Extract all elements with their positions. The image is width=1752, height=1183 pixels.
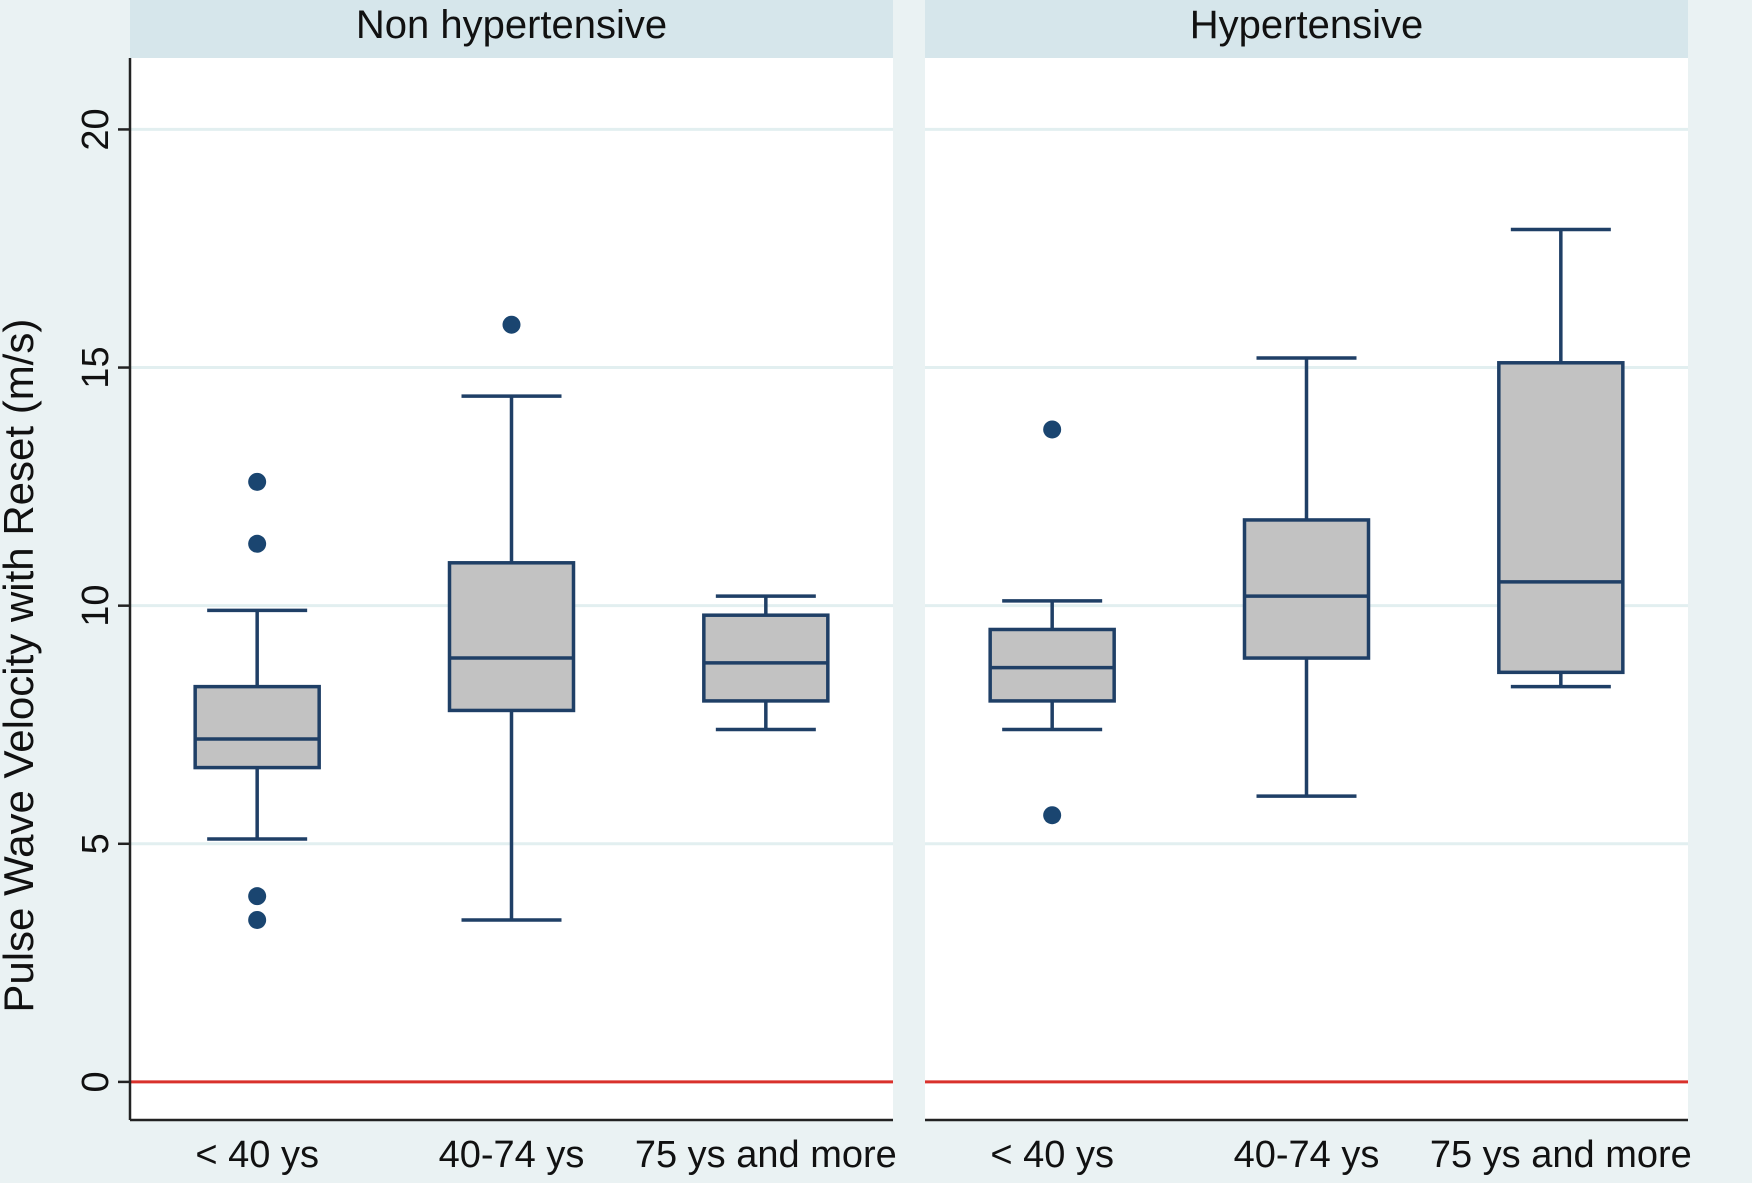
y-axis-label: Pulse Wave Velocity with Reset (m/s) — [0, 319, 42, 1013]
outlier-point — [248, 887, 267, 906]
outlier-point — [248, 910, 267, 929]
box-iqr — [702, 613, 830, 703]
x-tick-label: 40-74 ys — [439, 1134, 585, 1176]
y-tick-label: 5 — [75, 833, 117, 854]
y-tick-label: 0 — [75, 1071, 117, 1092]
panel-title: Hypertensive — [1190, 3, 1423, 47]
y-tick-label: 10 — [75, 585, 117, 627]
y-tick-label: 15 — [75, 346, 117, 388]
outlier-point — [248, 534, 267, 553]
outlier-point — [1043, 420, 1062, 439]
x-tick-label: 40-74 ys — [1234, 1134, 1380, 1176]
box-iqr — [988, 627, 1116, 703]
x-tick-label: < 40 ys — [195, 1134, 319, 1176]
x-tick-label: 75 ys and more — [1430, 1134, 1692, 1176]
panel-header-0 — [130, 0, 893, 58]
x-tick-label: < 40 ys — [990, 1134, 1114, 1176]
box-iqr — [447, 561, 576, 713]
box-iqr — [1242, 518, 1371, 660]
panel-header-1 — [925, 0, 1688, 58]
outlier-point — [502, 315, 521, 334]
outlier-point — [1043, 806, 1062, 825]
box-iqr — [1497, 361, 1625, 675]
outlier-point — [248, 472, 267, 491]
x-tick-label: 75 ys and more — [635, 1134, 897, 1176]
panel-title: Non hypertensive — [356, 3, 667, 47]
y-tick-label: 20 — [75, 108, 117, 150]
box-iqr — [193, 684, 321, 770]
